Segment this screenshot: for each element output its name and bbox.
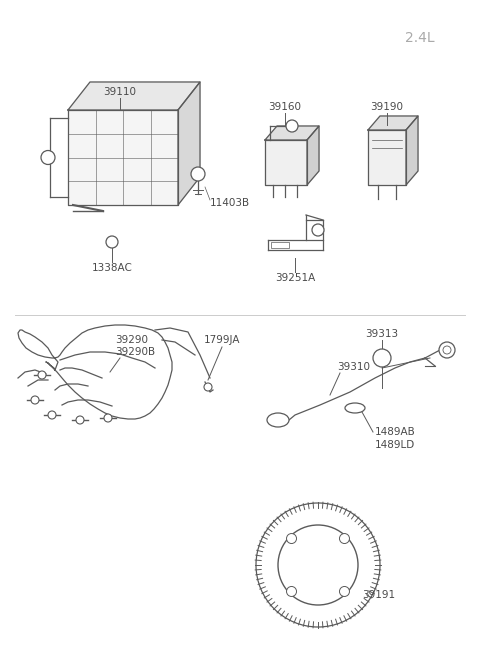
- Circle shape: [256, 503, 380, 627]
- Text: 39251A: 39251A: [275, 273, 315, 283]
- Text: 1489LD: 1489LD: [375, 440, 415, 450]
- Polygon shape: [406, 116, 418, 185]
- Text: 39313: 39313: [365, 329, 398, 339]
- Polygon shape: [68, 82, 200, 110]
- Text: 39160: 39160: [268, 102, 301, 112]
- Polygon shape: [265, 140, 307, 185]
- Circle shape: [278, 525, 358, 605]
- Circle shape: [204, 383, 212, 391]
- Text: 39290: 39290: [115, 335, 148, 345]
- Circle shape: [443, 346, 451, 354]
- Circle shape: [286, 120, 298, 132]
- Circle shape: [287, 586, 297, 597]
- Text: 39310: 39310: [337, 362, 370, 372]
- Text: 39191: 39191: [362, 590, 395, 600]
- Circle shape: [339, 534, 349, 544]
- Circle shape: [106, 236, 118, 248]
- Text: 1799JA: 1799JA: [204, 335, 240, 345]
- Text: 2.4L: 2.4L: [405, 31, 435, 45]
- Circle shape: [31, 396, 39, 404]
- Polygon shape: [307, 126, 319, 185]
- Circle shape: [373, 349, 391, 367]
- Ellipse shape: [267, 413, 289, 427]
- Circle shape: [41, 151, 55, 164]
- FancyBboxPatch shape: [271, 242, 289, 248]
- Text: 39110: 39110: [104, 87, 136, 97]
- Circle shape: [76, 416, 84, 424]
- Text: 39190: 39190: [371, 102, 404, 112]
- Circle shape: [38, 371, 46, 379]
- Circle shape: [191, 167, 205, 181]
- Text: 1338AC: 1338AC: [92, 263, 132, 273]
- Text: 1489AB: 1489AB: [375, 427, 416, 437]
- Circle shape: [104, 414, 112, 422]
- Polygon shape: [368, 116, 418, 130]
- Circle shape: [48, 411, 56, 419]
- Ellipse shape: [345, 403, 365, 413]
- Polygon shape: [178, 82, 200, 205]
- Polygon shape: [368, 130, 406, 185]
- Polygon shape: [265, 126, 319, 140]
- Polygon shape: [68, 110, 178, 205]
- Circle shape: [339, 586, 349, 597]
- Circle shape: [287, 534, 297, 544]
- Circle shape: [439, 342, 455, 358]
- Text: 39290B: 39290B: [115, 347, 155, 357]
- Text: 11403B: 11403B: [210, 198, 250, 208]
- Circle shape: [312, 224, 324, 236]
